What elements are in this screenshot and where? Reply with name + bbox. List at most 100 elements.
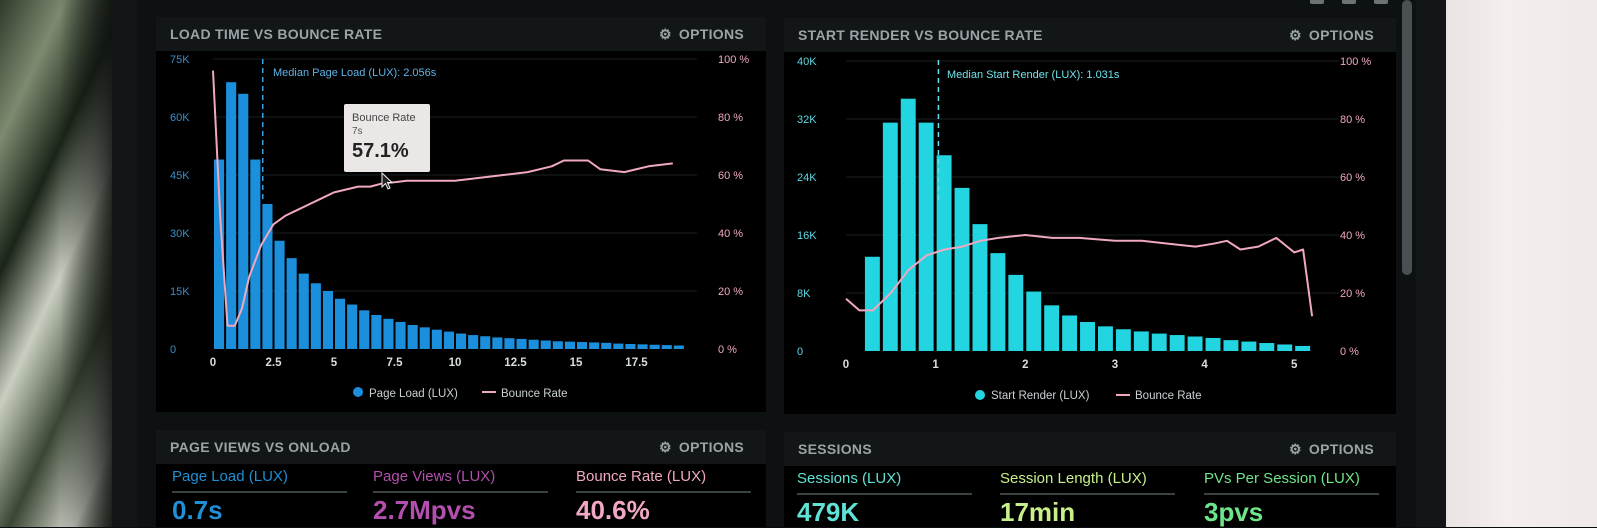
bar — [419, 327, 430, 349]
bar — [359, 310, 370, 349]
load-time-panel: LOAD TIME VS BOUNCE RATE ⚙ OPTIONS Median… — [156, 17, 766, 412]
bar — [1115, 329, 1131, 351]
bar — [516, 338, 527, 349]
y-tick-label-left: 45K — [170, 170, 190, 182]
start-render-panel: START RENDER VS BOUNCE RATE ⚙ OPTIONS Med… — [784, 18, 1396, 414]
top-control-icon[interactable] — [1374, 0, 1388, 4]
y-tick-label-left: 40K — [797, 56, 817, 68]
y-tick-label-left: 30K — [170, 228, 190, 240]
y-tick-label-left: 32K — [797, 114, 817, 126]
bar — [673, 345, 684, 349]
options-button[interactable]: ⚙ OPTIONS — [1289, 441, 1374, 458]
metric-label: Page Load (LUX) — [172, 468, 288, 485]
panel-header: PAGE VIEWS VS ONLOAD ⚙ OPTIONS — [156, 430, 766, 464]
bar — [1205, 337, 1221, 351]
options-button[interactable]: ⚙ OPTIONS — [1289, 27, 1374, 44]
y-tick-label-left: 75K — [170, 54, 190, 66]
bar — [637, 344, 648, 349]
top-control-icon[interactable] — [1342, 0, 1356, 4]
plot-area: 0 0 % 8K 20 % 16K 40 % 24K 60 % 32K 80 % 40K 100 % 0… — [797, 56, 1371, 371]
options-label: OPTIONS — [678, 26, 744, 42]
x-tick-label: 7.5 — [387, 357, 404, 369]
legend-swatch-bars — [975, 390, 985, 400]
metric-sessions: Sessions (LUX) 479K — [797, 470, 972, 528]
options-label: OPTIONS — [1308, 441, 1374, 457]
y-tick-label-right: 80 % — [1340, 114, 1365, 126]
bar — [528, 339, 539, 349]
metric-divider — [1204, 493, 1379, 495]
mouse-cursor-icon — [381, 172, 394, 190]
bar — [1008, 274, 1024, 351]
metric-value: 17min — [1000, 497, 1076, 527]
load-time-chart: Median Page Load (LUX): 2.056s 0 0 % 15K 20… — [170, 54, 749, 400]
bar — [226, 82, 237, 349]
legend-label-line: Bounce Rate — [501, 388, 568, 400]
bar — [1151, 333, 1167, 351]
y-tick-label-right: 40 % — [1340, 230, 1365, 242]
metric-value: 3pvs — [1204, 497, 1264, 527]
x-tick-label: 10 — [449, 357, 462, 369]
panel-header: SESSIONS ⚙ OPTIONS — [784, 432, 1396, 466]
bar — [371, 314, 382, 349]
bar — [601, 342, 612, 349]
gear-icon: ⚙ — [1289, 441, 1302, 457]
gear-icon: ⚙ — [659, 439, 672, 455]
metric-value: 40.6% — [576, 495, 650, 525]
bar — [504, 338, 515, 349]
bar — [286, 258, 297, 349]
tooltip-x: 7s — [352, 126, 363, 137]
bar — [335, 298, 346, 349]
panel-header: LOAD TIME VS BOUNCE RATE ⚙ OPTIONS — [156, 17, 766, 51]
panel-header: START RENDER VS BOUNCE RATE ⚙ OPTIONS — [784, 18, 1396, 52]
bar — [540, 340, 551, 349]
bar — [864, 256, 880, 351]
bar — [443, 331, 454, 349]
y-tick-label-left: 0 — [170, 344, 176, 356]
options-button[interactable]: ⚙ OPTIONS — [659, 26, 744, 43]
top-control-icon[interactable] — [1310, 0, 1324, 4]
bar — [918, 122, 934, 351]
bar — [431, 329, 442, 349]
bar — [1026, 291, 1042, 351]
bar — [954, 187, 970, 351]
chart-legend: Start Render (LUX) Bounce Rate — [975, 390, 1202, 402]
metric-divider — [797, 493, 972, 495]
metric-divider — [576, 491, 751, 493]
bar — [1169, 335, 1185, 351]
metric-page-load: Page Load (LUX) 0.7s — [172, 468, 347, 526]
bar — [480, 336, 491, 349]
bar — [552, 341, 563, 349]
bar — [882, 122, 898, 351]
median-label: Median Page Load (LUX): 2.056s — [273, 67, 437, 79]
bar — [1259, 343, 1275, 351]
y-tick-label-right: 100 % — [1340, 56, 1371, 68]
options-label: OPTIONS — [678, 439, 744, 455]
bar — [1097, 326, 1113, 351]
sessions-panel: SESSIONS ⚙ OPTIONS Sessions (LUX) 479K Se… — [784, 432, 1396, 527]
bar — [990, 253, 1006, 351]
y-tick-label-right: 20 % — [1340, 288, 1365, 300]
scrollbar[interactable] — [1402, 0, 1412, 275]
bar — [492, 337, 503, 349]
legend-swatch-bars — [353, 387, 363, 397]
bar — [407, 325, 418, 349]
x-tick-label: 5 — [1291, 359, 1298, 371]
bar — [613, 343, 624, 349]
bar — [1277, 344, 1293, 351]
y-tick-label-left: 16K — [797, 230, 817, 242]
bar — [1080, 322, 1095, 351]
y-tick-label-right: 40 % — [718, 228, 743, 240]
x-tick-label: 15 — [570, 357, 583, 369]
bar — [661, 345, 672, 349]
x-tick-label: 12.5 — [504, 357, 527, 369]
bar — [1133, 331, 1149, 351]
bounce-rate-line — [845, 234, 1314, 317]
y-tick-label-right: 80 % — [718, 112, 743, 124]
y-tick-label-left: 24K — [797, 172, 817, 184]
y-tick-label-left: 8K — [797, 288, 811, 300]
metric-session-length: Session Length (LUX) 17min — [1000, 470, 1175, 528]
x-tick-label: 2 — [1022, 359, 1028, 371]
bar — [310, 283, 321, 349]
options-button[interactable]: ⚙ OPTIONS — [659, 439, 744, 456]
chart-legend: Page Load (LUX) Bounce Rate — [353, 387, 568, 400]
